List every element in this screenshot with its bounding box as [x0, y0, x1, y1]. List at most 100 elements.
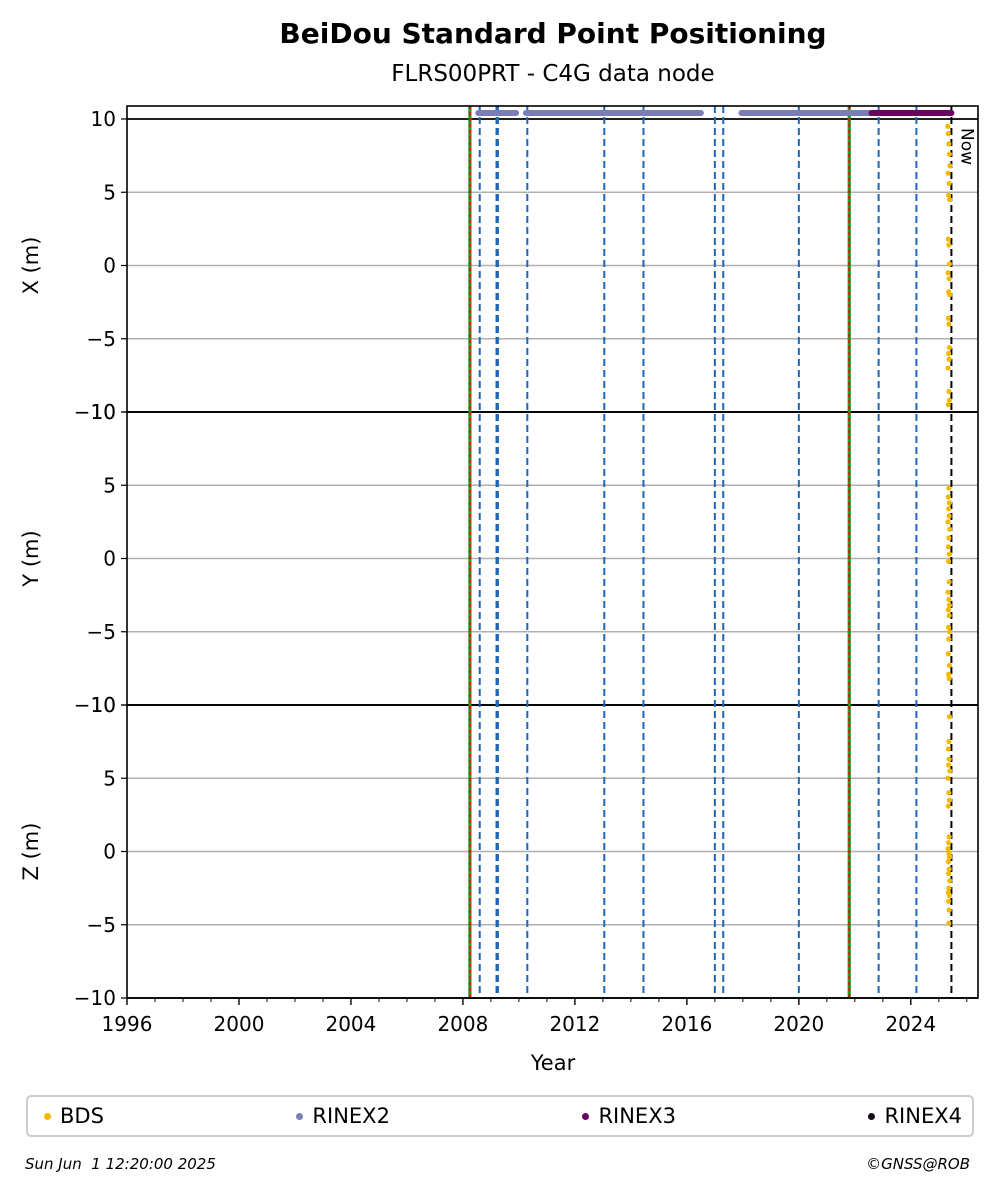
chart-subtitle: FLRS00PRT - C4G data node	[391, 61, 714, 87]
data-point-bds-panel-2	[946, 636, 952, 642]
data-point-bds-panel-2	[946, 579, 952, 585]
data-point-bds-panel-1	[946, 151, 953, 157]
data-point-bds-panel-3	[946, 892, 953, 899]
data-point-bds-panel-2	[946, 485, 952, 491]
x-tick-label: 2000	[214, 1012, 265, 1036]
legend: BDS RINEX2 RINEX3 RINEX4	[26, 1095, 974, 1137]
data-point-bds-panel-2	[946, 676, 952, 682]
y-tick-label-panel-2: 5	[103, 473, 116, 497]
legend-entry-rinex3: RINEX3	[582, 1104, 676, 1128]
y-tick-label-panel-2: 10	[91, 400, 116, 424]
data-point-bds-panel-1	[947, 163, 953, 169]
data-point-bds-panel-3	[946, 790, 952, 796]
x-tick-label: 2024	[885, 1012, 936, 1036]
y-axis-label-panel-1: X (m)	[19, 237, 43, 295]
data-point-bds-panel-1	[945, 402, 951, 408]
data-point-bds-panel-2	[946, 613, 952, 619]
data-point-bds-panel-1	[946, 321, 952, 327]
y-tick-label-panel-2: −5	[87, 620, 116, 644]
data-point-bds-panel-2	[946, 602, 953, 608]
x-tick-label: 1996	[102, 1012, 153, 1036]
y-tick-label-panel-1: −5	[87, 327, 116, 351]
footer-copyright: ©GNSS@ROB	[866, 1155, 970, 1173]
data-point-bds-panel-1	[945, 270, 951, 276]
data-point-bds-panel-1	[945, 365, 951, 371]
y-tick-label-panel-3: −5	[87, 913, 116, 937]
data-point-bds-panel-3	[945, 859, 951, 865]
data-point-bds-panel-1	[946, 261, 953, 267]
data-point-bds-panel-1	[945, 315, 951, 321]
plot-frame	[126, 105, 979, 999]
data-point-bds-panel-3	[946, 762, 952, 768]
legend-marker-rinex3	[582, 1112, 590, 1120]
data-point-bds-panel-2	[946, 558, 952, 565]
data-point-bds-panel-1	[947, 292, 953, 298]
data-point-bds-panel-2	[947, 629, 953, 635]
data-point-bds-panel-1	[946, 242, 952, 248]
data-point-bds-panel-3	[946, 756, 952, 762]
data-point-bds-panel-3	[946, 834, 952, 840]
data-point-bds-panel-2	[945, 544, 951, 550]
data-point-bds-panel-3	[946, 840, 952, 846]
data-point-bds-panel-2	[945, 607, 951, 613]
data-point-bds-panel-2	[946, 596, 952, 603]
y-tick-label-panel-2: 0	[103, 547, 116, 571]
chart-title: BeiDou Standard Point Positioning	[279, 17, 826, 50]
y-axis-label-panel-2: Y (m)	[19, 530, 43, 587]
legend-label-rinex2: RINEX2	[312, 1104, 390, 1128]
data-point-bds-panel-1	[945, 170, 951, 176]
data-point-bds-panel-1	[946, 141, 952, 147]
data-point-bds-panel-2	[946, 671, 952, 677]
legend-marker-rinex4	[868, 1112, 876, 1120]
y-tick-label-panel-1: 5	[103, 180, 116, 204]
data-point-bds-panel-1	[947, 196, 953, 203]
data-point-bds-panel-1	[945, 131, 951, 137]
data-point-bds-panel-3	[946, 870, 952, 877]
data-point-bds-panel-1	[946, 180, 952, 187]
y-tick-label-panel-3: 5	[103, 766, 116, 790]
plot-area: 10 5 0 −5 −10 X (m) 10 5 0 −5 −10 Y (m) 10 5 0 −5 −10 Z (…	[19, 105, 979, 1036]
data-point-bds-panel-1	[946, 276, 952, 282]
data-point-bds-panel-3	[946, 739, 952, 745]
data-point-bds-panel-3	[947, 768, 953, 774]
data-point-bds-panel-3	[946, 885, 952, 891]
y-tick-label-panel-1: −10	[74, 400, 116, 424]
legend-marker-rinex2	[296, 1112, 304, 1120]
x-tick-label: 2020	[773, 1012, 824, 1036]
legend-label-rinex4: RINEX4	[884, 1104, 962, 1128]
data-point-bds-panel-1	[945, 236, 951, 242]
data-point-bds-panel-1	[945, 123, 951, 129]
x-axis-label: Year	[530, 1051, 576, 1075]
y-tick-label-panel-1: 0	[103, 254, 116, 278]
data-point-bds-panel-3	[946, 714, 953, 720]
data-point-bds-panel-3	[946, 853, 953, 859]
y-tick-label-panel-1: 10	[91, 107, 116, 131]
legend-marker-bds	[44, 1112, 51, 1120]
legend-label-rinex3: RINEX3	[598, 1104, 676, 1128]
data-point-bds-panel-3	[945, 746, 951, 752]
data-point-bds-panel-3	[945, 845, 951, 852]
data-point-bds-panel-2	[945, 494, 951, 500]
y-axis-label-panel-3: Z (m)	[19, 823, 43, 881]
data-point-bds-panel-2	[946, 662, 953, 669]
data-point-bds-panel-2	[946, 513, 952, 519]
y-tick-label-panel-3: −10	[74, 986, 116, 1010]
x-tick-label: 2016	[661, 1012, 712, 1036]
data-point-bds-panel-1	[946, 388, 952, 395]
data-point-bds-panel-1	[946, 344, 953, 351]
data-point-bds-panel-3	[946, 920, 952, 926]
data-point-bds-panel-3	[946, 907, 952, 913]
legend-label-bds: BDS	[60, 1104, 104, 1128]
x-tick-label: 2012	[549, 1012, 600, 1036]
data-point-bds-panel-2	[946, 506, 952, 512]
data-point-bds-panel-3	[945, 775, 951, 781]
legend-entry-bds: BDS	[44, 1104, 104, 1128]
data-point-bds-panel-3	[945, 803, 951, 809]
data-point-bds-panel-2	[947, 526, 953, 532]
data-point-bds-panel-2	[945, 589, 951, 595]
y-tick-label-panel-3: 10	[91, 693, 116, 717]
data-point-bds-panel-1	[946, 356, 952, 362]
data-point-bds-panel-3	[946, 898, 952, 904]
data-point-bds-panel-2	[946, 535, 952, 541]
